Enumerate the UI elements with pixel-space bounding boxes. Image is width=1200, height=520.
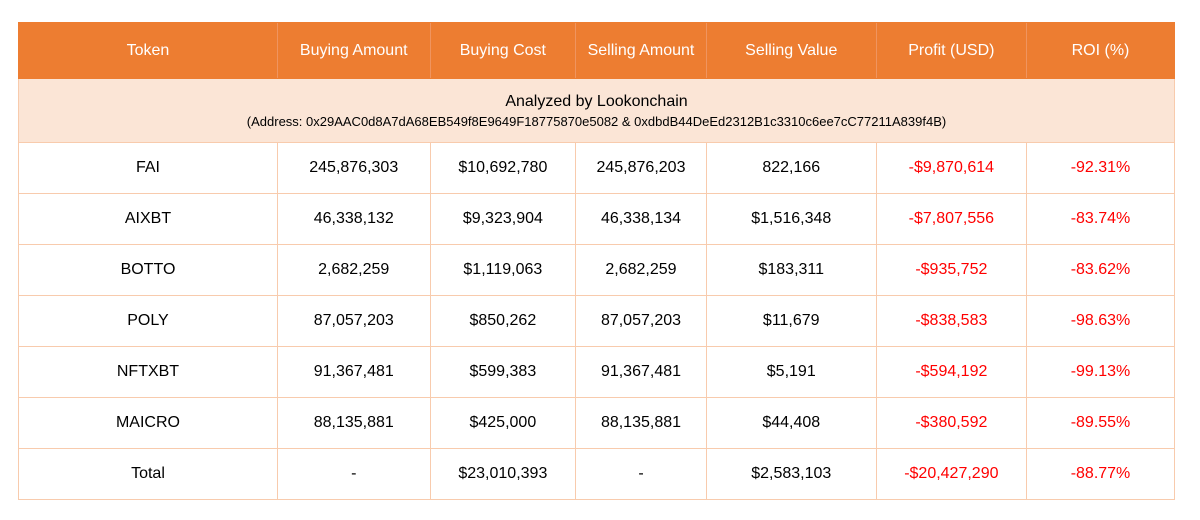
cell-token: BOTTO — [18, 244, 278, 296]
table-row-nftxbt: NFTXBT 91,367,481 $599,383 91,367,481 $5… — [18, 346, 1176, 398]
cell-profit-usd: -$7,807,556 — [875, 193, 1027, 245]
table-row-poly: POLY 87,057,203 $850,262 87,057,203 $11,… — [18, 295, 1176, 347]
cell-selling-value: $44,408 — [705, 397, 877, 449]
cell-roi-pct: -83.74% — [1025, 193, 1176, 245]
cell-buying-cost: $1,119,063 — [429, 244, 577, 296]
cell-roi-pct: -99.13% — [1025, 346, 1176, 398]
col-header-token: Token — [18, 22, 278, 79]
col-header-roi-pct: ROI (%) — [1025, 22, 1176, 79]
cell-selling-amount: 91,367,481 — [575, 346, 707, 398]
col-header-buying-cost: Buying Cost — [429, 22, 577, 79]
cell-buying-amount: 46,338,132 — [276, 193, 431, 245]
cell-buying-amount: 88,135,881 — [276, 397, 431, 449]
cell-selling-amount: 87,057,203 — [575, 295, 707, 347]
cell-selling-value: $183,311 — [705, 244, 877, 296]
cell-selling-value: $1,516,348 — [705, 193, 877, 245]
cell-roi-pct: -98.63% — [1025, 295, 1176, 347]
table-row-fai: FAI 245,876,303 $10,692,780 245,876,203 … — [18, 142, 1176, 194]
cell-profit-usd: -$594,192 — [875, 346, 1027, 398]
cell-selling-value: 822,166 — [705, 142, 877, 194]
banner-title: Analyzed by Lookonchain — [505, 93, 688, 110]
cell-buying-cost: $23,010,393 — [429, 448, 577, 500]
cell-profit-usd: -$20,427,290 — [875, 448, 1027, 500]
cell-profit-usd: -$9,870,614 — [875, 142, 1027, 194]
cell-profit-usd: -$838,583 — [875, 295, 1027, 347]
cell-buying-amount: 245,876,303 — [276, 142, 431, 194]
cell-roi-pct: -83.62% — [1025, 244, 1176, 296]
analysis-banner: Analyzed by Lookonchain (Address: 0x29AA… — [18, 78, 1175, 143]
cell-profit-usd: -$380,592 — [875, 397, 1027, 449]
col-header-selling-amount: Selling Amount — [575, 22, 707, 79]
analysis-banner-row: Analyzed by Lookonchain (Address: 0x29AA… — [18, 78, 1175, 143]
cell-selling-amount: 46,338,134 — [575, 193, 707, 245]
cell-roi-pct: -89.55% — [1025, 397, 1176, 449]
cell-buying-amount: 2,682,259 — [276, 244, 431, 296]
cell-selling-amount: 245,876,203 — [575, 142, 707, 194]
cell-token: AIXBT — [18, 193, 278, 245]
cell-buying-cost: $599,383 — [429, 346, 577, 398]
cell-token: POLY — [18, 295, 278, 347]
header-row: Token Buying Amount Buying Cost Selling … — [18, 22, 1176, 79]
col-header-selling-value: Selling Value — [705, 22, 877, 79]
cell-token: NFTXBT — [18, 346, 278, 398]
table-row-aixbt: AIXBT 46,338,132 $9,323,904 46,338,134 $… — [18, 193, 1176, 245]
pnl-table-container: Token Buying Amount Buying Cost Selling … — [18, 22, 1176, 500]
cell-token: MAICRO — [18, 397, 278, 449]
table-row-botto: BOTTO 2,682,259 $1,119,063 2,682,259 $18… — [18, 244, 1176, 296]
cell-buying-cost: $9,323,904 — [429, 193, 577, 245]
cell-selling-value: $11,679 — [705, 295, 877, 347]
cell-selling-value: $5,191 — [705, 346, 877, 398]
cell-buying-amount: 87,057,203 — [276, 295, 431, 347]
cell-token: Total — [18, 448, 278, 500]
cell-buying-cost: $425,000 — [429, 397, 577, 449]
cell-selling-amount: 2,682,259 — [575, 244, 707, 296]
cell-profit-usd: -$935,752 — [875, 244, 1027, 296]
cell-selling-amount: 88,135,881 — [575, 397, 707, 449]
cell-selling-amount: - — [575, 448, 707, 500]
cell-token: FAI — [18, 142, 278, 194]
col-header-profit-usd: Profit (USD) — [875, 22, 1027, 79]
total-row: Total - $23,010,393 - $2,583,103 -$20,42… — [18, 448, 1176, 500]
cell-roi-pct: -88.77% — [1025, 448, 1176, 500]
cell-buying-cost: $10,692,780 — [429, 142, 577, 194]
col-header-buying-amount: Buying Amount — [276, 22, 431, 79]
cell-buying-amount: 91,367,481 — [276, 346, 431, 398]
cell-roi-pct: -92.31% — [1025, 142, 1176, 194]
cell-buying-amount: - — [276, 448, 431, 500]
cell-selling-value: $2,583,103 — [705, 448, 877, 500]
banner-address: (Address: 0x29AAC0d8A7dA68EB549f8E9649F1… — [246, 114, 947, 129]
pnl-table: Token Buying Amount Buying Cost Selling … — [18, 22, 1176, 500]
cell-buying-cost: $850,262 — [429, 295, 577, 347]
table-row-maicro: MAICRO 88,135,881 $425,000 88,135,881 $4… — [18, 397, 1176, 449]
